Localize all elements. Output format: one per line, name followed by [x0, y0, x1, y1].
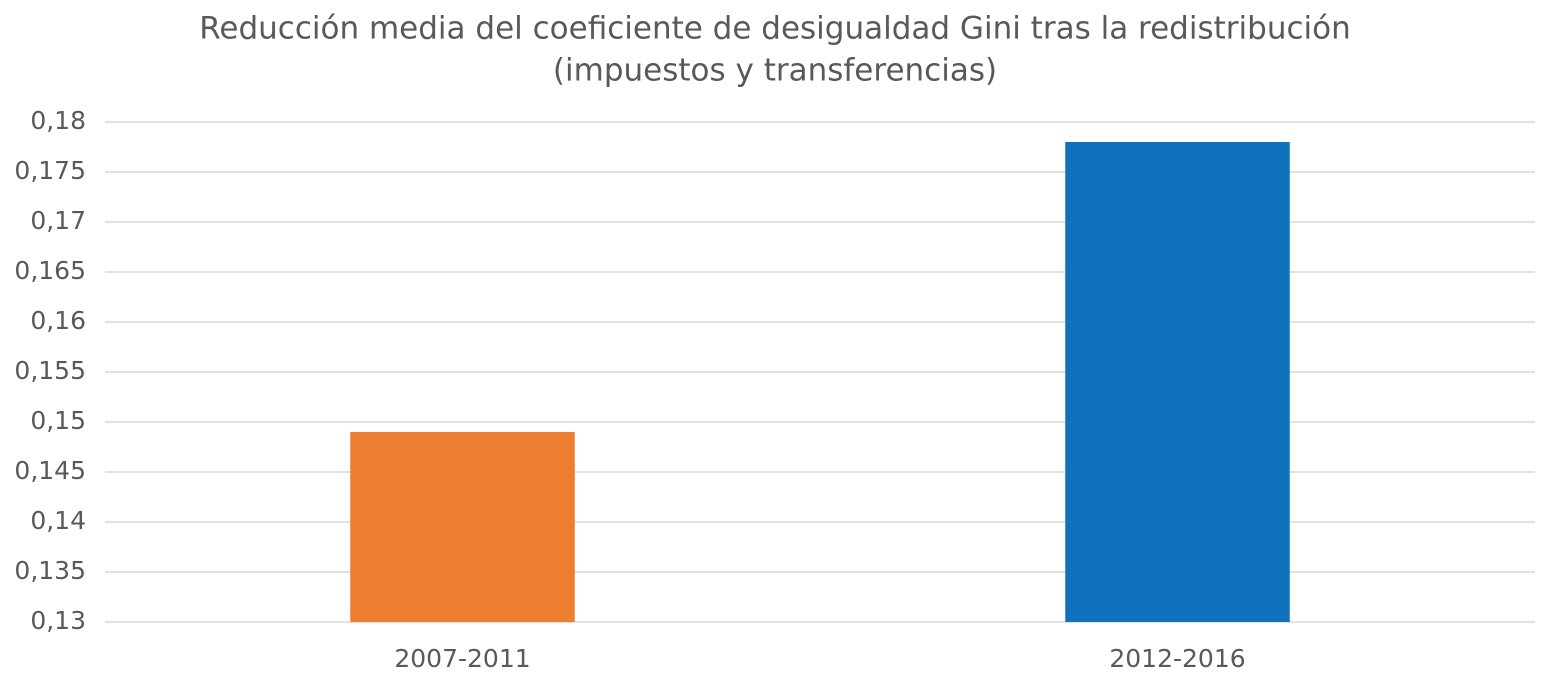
y-tick-label: 0,13 [30, 606, 86, 635]
chart-title: Reducción media del coeficiente de desig… [199, 11, 1350, 47]
chart-title: (impuestos y transferencias) [553, 53, 997, 89]
y-tick-label: 0,14 [30, 506, 86, 535]
y-tick-label: 0,15 [30, 406, 86, 435]
y-tick-label: 0,145 [14, 456, 86, 485]
y-tick-label: 0,175 [14, 156, 86, 185]
x-tick-label: 2012-2016 [1109, 644, 1245, 673]
y-tick-label: 0,135 [14, 556, 86, 585]
y-tick-label: 0,17 [30, 206, 86, 235]
y-tick-label: 0,16 [30, 306, 86, 335]
y-tick-label: 0,165 [14, 256, 86, 285]
x-tick-label: 2007-2011 [394, 644, 530, 673]
bar [350, 432, 575, 622]
y-tick-label: 0,155 [14, 356, 86, 385]
y-tick-label: 0,18 [30, 106, 86, 135]
bar [1065, 142, 1290, 622]
